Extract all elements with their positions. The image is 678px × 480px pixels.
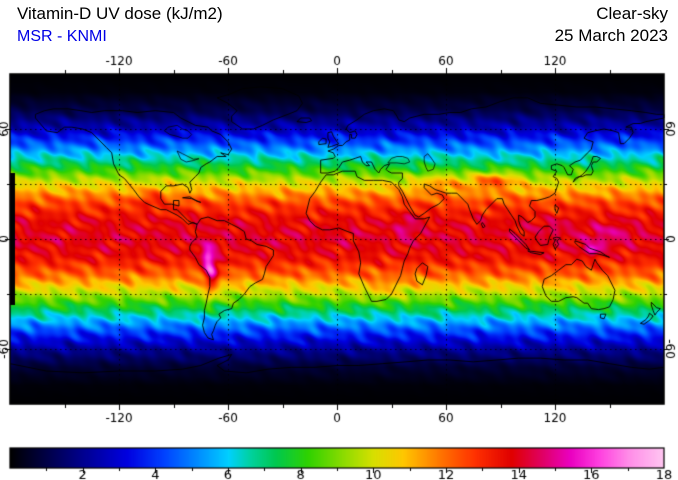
source-label: MSR - KNMI (17, 28, 107, 45)
date-label: 25 March 2023 (554, 26, 668, 45)
condition-label: Clear-sky (596, 4, 668, 23)
figure-title: Vitamin-D UV dose (kJ/m2) (17, 4, 223, 23)
